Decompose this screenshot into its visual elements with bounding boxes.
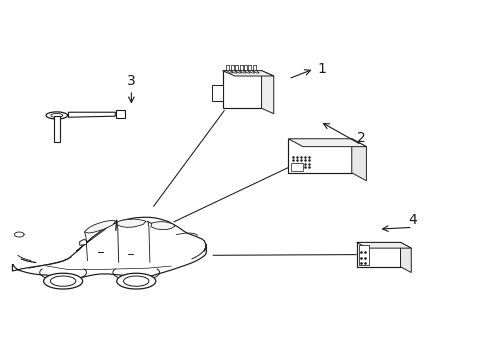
Polygon shape bbox=[116, 111, 125, 118]
Polygon shape bbox=[239, 70, 245, 73]
Polygon shape bbox=[290, 163, 303, 171]
Polygon shape bbox=[261, 71, 273, 114]
Polygon shape bbox=[12, 217, 206, 278]
Polygon shape bbox=[54, 116, 60, 142]
Polygon shape bbox=[248, 70, 254, 73]
Polygon shape bbox=[50, 276, 76, 286]
Text: 4: 4 bbox=[407, 213, 416, 227]
Polygon shape bbox=[400, 242, 410, 273]
Polygon shape bbox=[211, 85, 222, 101]
Polygon shape bbox=[351, 139, 366, 181]
Polygon shape bbox=[226, 70, 233, 73]
Polygon shape bbox=[252, 70, 259, 73]
Polygon shape bbox=[68, 112, 115, 117]
Polygon shape bbox=[222, 71, 273, 76]
Text: 2: 2 bbox=[356, 131, 365, 145]
Text: 3: 3 bbox=[127, 74, 136, 88]
Polygon shape bbox=[84, 221, 116, 233]
Polygon shape bbox=[288, 139, 366, 147]
Polygon shape bbox=[80, 239, 86, 245]
Polygon shape bbox=[230, 70, 237, 73]
Polygon shape bbox=[117, 219, 146, 227]
Polygon shape bbox=[76, 227, 107, 251]
Polygon shape bbox=[151, 222, 175, 229]
Polygon shape bbox=[117, 273, 156, 289]
Polygon shape bbox=[358, 244, 368, 265]
Polygon shape bbox=[235, 70, 242, 73]
Polygon shape bbox=[244, 70, 250, 73]
Polygon shape bbox=[356, 242, 400, 267]
Polygon shape bbox=[123, 276, 149, 286]
Text: 1: 1 bbox=[316, 62, 325, 76]
Polygon shape bbox=[222, 71, 261, 108]
Polygon shape bbox=[288, 139, 351, 173]
Polygon shape bbox=[43, 273, 82, 289]
Polygon shape bbox=[356, 242, 410, 248]
